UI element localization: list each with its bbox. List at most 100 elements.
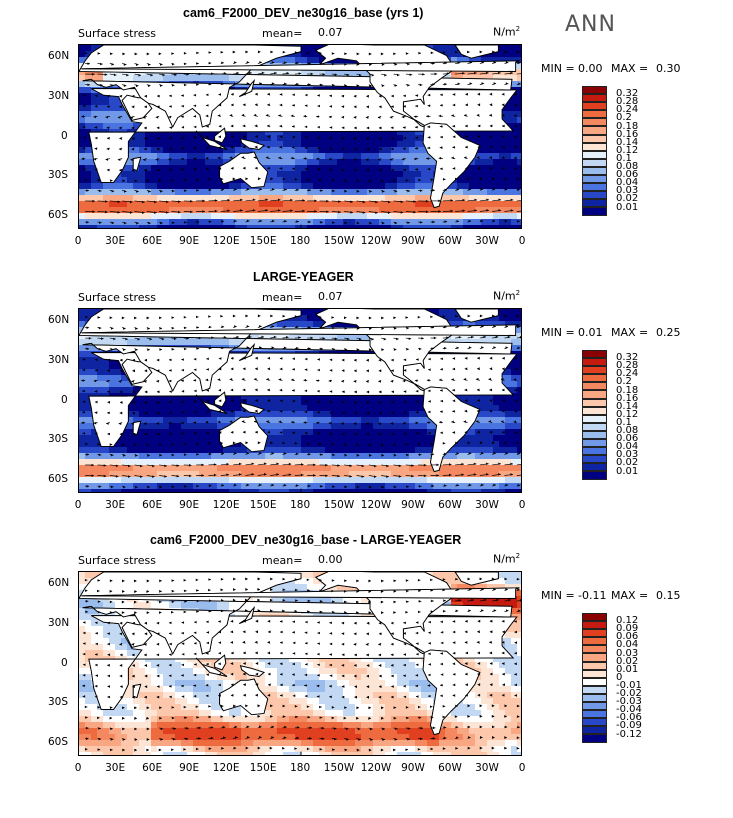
field-cell xyxy=(361,189,368,196)
field-cell xyxy=(283,225,290,229)
field-cell xyxy=(193,225,200,229)
field-cell xyxy=(493,201,500,208)
field-cell xyxy=(193,195,200,202)
field-cell xyxy=(223,483,230,490)
y-tick-label: 60N xyxy=(48,50,69,62)
field-cell xyxy=(307,315,314,322)
field-cell xyxy=(187,429,194,436)
field-cell xyxy=(499,177,506,184)
field-cell xyxy=(319,489,326,493)
field-cell xyxy=(121,171,128,178)
field-cell xyxy=(145,195,152,202)
field-cell xyxy=(241,219,248,226)
field-cell xyxy=(301,489,308,493)
field-cell xyxy=(151,147,158,154)
field-cell xyxy=(289,453,296,460)
field-cell xyxy=(199,423,206,430)
field-cell xyxy=(277,141,284,148)
field-cell xyxy=(397,213,404,220)
field-cell xyxy=(151,417,158,424)
field-cell xyxy=(181,417,188,424)
field-cell xyxy=(277,477,284,484)
field-cell xyxy=(181,75,188,82)
field-cell xyxy=(211,159,218,166)
field-cell xyxy=(301,441,308,448)
field-cell xyxy=(373,219,380,226)
field-cell xyxy=(211,165,218,172)
field-cell xyxy=(187,141,194,148)
field-cell xyxy=(325,189,332,196)
field-cell xyxy=(505,171,512,178)
field-cell xyxy=(91,441,98,448)
field-cell xyxy=(277,465,284,472)
field-cell xyxy=(163,423,170,430)
field-cell xyxy=(331,435,338,442)
field-cell xyxy=(325,183,332,190)
field-cell xyxy=(277,183,284,190)
field-cell xyxy=(157,411,164,418)
field-cell xyxy=(229,477,236,484)
field-cell xyxy=(469,135,476,142)
field-cell xyxy=(361,141,368,148)
field-cell xyxy=(97,453,104,460)
field-cell xyxy=(127,441,134,448)
field-cell xyxy=(103,99,110,106)
field-cell xyxy=(97,447,104,454)
field-cell xyxy=(469,171,476,178)
field-cell xyxy=(85,189,92,196)
field-cell xyxy=(91,213,98,220)
field-cell xyxy=(193,159,200,166)
field-cell xyxy=(85,429,92,436)
field-cell xyxy=(349,189,356,196)
field-cell xyxy=(337,201,344,208)
field-cell xyxy=(133,195,140,202)
field-cell xyxy=(271,177,278,184)
field-cell xyxy=(247,213,254,220)
field-cell xyxy=(295,411,302,418)
field-cell xyxy=(415,183,422,190)
field-cell xyxy=(223,453,230,460)
field-cell xyxy=(295,423,302,430)
field-cell xyxy=(499,45,506,52)
field-cell xyxy=(361,153,368,160)
field-cell xyxy=(313,189,320,196)
field-cell xyxy=(175,459,182,466)
field-cell xyxy=(217,201,224,208)
field-cell xyxy=(511,201,518,208)
field-cell xyxy=(163,153,170,160)
field-cell xyxy=(355,225,362,229)
field-cell xyxy=(109,447,116,454)
field-cell xyxy=(109,117,116,124)
field-cell xyxy=(367,219,374,226)
field-cell xyxy=(151,141,158,148)
colorbar-cell xyxy=(582,126,607,134)
field-cell xyxy=(151,411,158,418)
field-cell xyxy=(313,453,320,460)
field-cell xyxy=(505,219,512,226)
x-tick-label: 30E xyxy=(105,235,125,247)
field-cell xyxy=(343,189,350,196)
field-cell xyxy=(181,195,188,202)
field-cell xyxy=(85,369,92,376)
field-cell xyxy=(199,201,206,208)
field-cell xyxy=(163,189,170,196)
field-cell xyxy=(277,483,284,490)
field-cell xyxy=(373,177,380,184)
field-cell xyxy=(205,75,212,82)
field-cell xyxy=(325,453,332,460)
field-cell xyxy=(361,147,368,154)
field-cell xyxy=(271,477,278,484)
field-cell xyxy=(307,429,314,436)
field-cell xyxy=(199,213,206,220)
field-cell xyxy=(175,177,182,184)
field-cell xyxy=(163,429,170,436)
field-cell xyxy=(163,165,170,172)
field-cell xyxy=(379,225,386,229)
field-cell xyxy=(283,165,290,172)
field-cell xyxy=(97,189,104,196)
field-cell xyxy=(277,195,284,202)
field-cell xyxy=(181,141,188,148)
field-cell xyxy=(247,453,254,460)
